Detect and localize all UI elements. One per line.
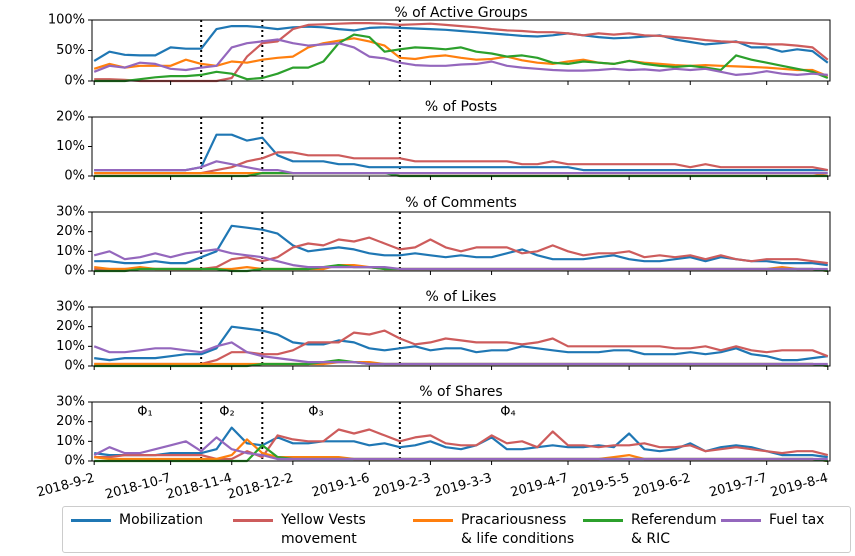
y-tick-label: 50% — [56, 43, 85, 58]
series-line — [94, 236, 828, 271]
y-tick-label: 30% — [56, 395, 85, 410]
x-tick-label: 2018-10-7 — [104, 471, 173, 500]
legend-item: Mobilization — [71, 511, 203, 530]
y-tick-label: 10% — [56, 139, 85, 154]
panel-title: % of Shares — [419, 384, 502, 400]
series-line — [94, 224, 828, 267]
legend-item: Pracariousness & life conditions — [413, 511, 574, 549]
series-line — [94, 325, 828, 362]
series-line — [93, 248, 828, 271]
x-tick-label: 2019-8-4 — [769, 471, 830, 500]
axes-frame — [91, 401, 831, 462]
y-tick-label: 20% — [56, 224, 85, 239]
y-tick-label: 20% — [56, 319, 85, 334]
axes-frame — [91, 116, 831, 177]
y-tick-label: 100% — [48, 13, 85, 28]
series-line — [94, 160, 828, 175]
axes-frame — [91, 211, 831, 272]
y-tick-label: 10% — [56, 434, 85, 449]
legend-swatch — [413, 519, 453, 522]
chart: % of Active Groups 0% 50% 100% % of Posts 0% 1… — [35, 5, 831, 500]
legend-label: Pracariousness & life conditions — [461, 512, 575, 547]
y-tick-label: 0% — [64, 169, 85, 184]
legend-swatch — [71, 519, 111, 522]
series-line — [93, 38, 828, 77]
phase-label: Φ₁ — [137, 405, 152, 420]
legend-swatch — [233, 519, 273, 522]
x-tick-label: 2019-3-3 — [433, 471, 494, 500]
legend: Mobilization Yellow Vests movement Pracari… — [62, 506, 851, 553]
x-tick-label: 2018-9-2 — [35, 471, 96, 500]
y-tick-label: 0% — [64, 359, 85, 374]
series-line — [94, 426, 828, 459]
x-tick-label: 2018-11-4 — [165, 471, 234, 500]
legend-item: Yellow Vests movement — [233, 511, 366, 549]
y-tick-label: 30% — [56, 300, 85, 315]
x-tick-label: 2019-6-2 — [631, 471, 692, 500]
series-line — [94, 151, 829, 175]
phase-label: Φ₃ — [308, 405, 323, 420]
y-tick-label: 0% — [64, 264, 85, 279]
y-tick-label: 0% — [64, 74, 85, 89]
series-line — [93, 436, 828, 461]
series-line — [94, 329, 829, 366]
legend-label: Yellow Vests movement — [281, 512, 366, 547]
panel-title: % of Posts — [425, 99, 497, 115]
axes-frame — [91, 306, 831, 367]
legend-label: Mobilization — [119, 512, 203, 528]
panel-title: % of Comments — [405, 195, 517, 211]
panel-title: % of Active Groups — [394, 5, 527, 21]
legend-label: Referendum & RIC — [631, 512, 717, 547]
series-line — [93, 341, 828, 366]
series-line — [94, 133, 828, 172]
series-line — [94, 428, 829, 461]
y-tick-label: 30% — [56, 205, 85, 220]
legend-label: Fuel tax — [769, 512, 825, 528]
series-line — [94, 33, 829, 83]
x-tick-label: 2019-1-6 — [310, 471, 371, 500]
legend-item: Referendum & RIC — [583, 511, 717, 549]
legend-item: Fuel tax — [721, 511, 824, 530]
phase-label: Φ₄ — [500, 405, 515, 420]
series-line — [93, 25, 829, 64]
y-tick-label: 10% — [56, 244, 85, 259]
panel-title: % of Likes — [426, 289, 497, 305]
legend-swatch — [721, 519, 761, 522]
x-tick-label: 2019-5-5 — [570, 471, 631, 500]
x-tick-label: 2019-2-3 — [371, 471, 432, 500]
y-tick-label: 0% — [64, 454, 85, 469]
x-tick-label: 2019-7-7 — [708, 471, 769, 500]
x-tick-label: 2018-12-2 — [226, 471, 295, 500]
legend-swatch — [583, 519, 623, 522]
y-tick-label: 20% — [56, 414, 85, 429]
phase-label: Φ₂ — [219, 405, 234, 420]
y-tick-label: 20% — [56, 110, 85, 125]
y-tick-label: 10% — [56, 339, 85, 354]
axes-frame — [91, 19, 831, 82]
x-tick-label: 2019-4-7 — [509, 471, 570, 500]
